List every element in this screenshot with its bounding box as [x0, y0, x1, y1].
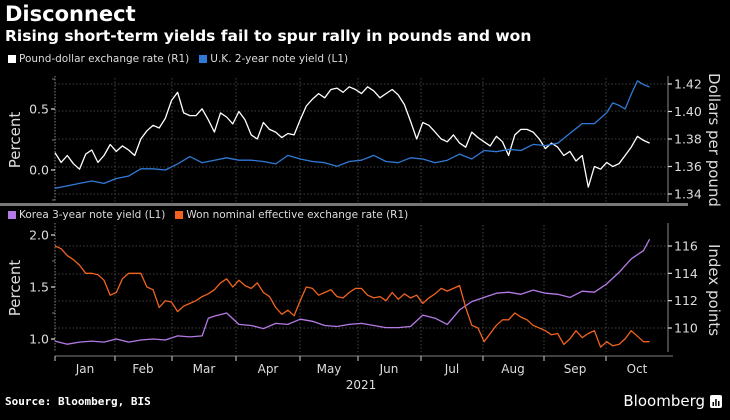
left-tick-label: 1.0: [29, 332, 49, 347]
left-tick-label: 0.0: [29, 163, 49, 178]
legend-swatch: [8, 55, 16, 63]
legend-item-korea-yield: Korea 3-year note yield (L1): [8, 209, 165, 221]
x-tick-label: Jul: [444, 362, 459, 376]
right-tick-label: 1.38: [674, 132, 702, 147]
bottom-legend: Korea 3-year note yield (L1) Won nominal…: [8, 209, 408, 221]
chart-subtitle: Rising short-term yields fail to spur ra…: [5, 27, 532, 45]
left-tick-label: 1.5: [29, 280, 49, 295]
bloomberg-logo-icon: [710, 394, 722, 408]
x-axis-year: 2021: [346, 378, 377, 392]
bloomberg-brand: Bloomberg: [623, 392, 722, 410]
legend-label: Pound-dollar exchange rate (R1): [19, 53, 190, 65]
panel-divider: [0, 203, 688, 206]
right-tick-label: 1.42: [674, 77, 702, 92]
right-tick-label: 112: [674, 293, 698, 308]
left-axis-title: Percent: [6, 260, 24, 317]
x-tick-label: Sep: [564, 362, 587, 376]
x-tick-label: Apr: [258, 362, 279, 376]
x-tick-label: Jun: [379, 362, 399, 376]
legend-swatch: [175, 211, 184, 219]
legend-label: Won nominal effective exchange rate (R1): [186, 209, 409, 221]
x-tick-label: Jan: [75, 362, 95, 376]
x-tick-label: Mar: [193, 362, 216, 376]
top-legend: Pound-dollar exchange rate (R1) U.K. 2-y…: [8, 53, 348, 65]
left-tick-label: 2.0: [29, 228, 49, 243]
legend-item-pound-dollar: Pound-dollar exchange rate (R1): [8, 53, 189, 65]
x-axis: Jan Feb Mar Apr May Jun Jul Aug Sep Oct 2021: [54, 355, 673, 392]
left-axis-title: Percent: [6, 112, 24, 169]
x-tick-label: Aug: [501, 362, 524, 376]
series-line-pound-dollar-exchange-rate-r1: [54, 86, 650, 188]
left-tick-label: 0.5: [29, 102, 49, 117]
right-axis-title: Dollars per pound: [705, 73, 723, 207]
top-panel: 0.0 0.5 1.34 1.36 1.38 1.40 1.42 Percent Dollars…: [0, 73, 723, 207]
right-tick-label: 1.34: [674, 187, 702, 202]
right-tick-label: 110: [674, 321, 698, 336]
x-tick-label: Oct: [627, 362, 648, 376]
series-line-won-nominal-effective-exchange-rate-r1: [54, 245, 650, 348]
legend-label: Korea 3-year note yield (L1): [19, 209, 166, 221]
legend-swatch: [8, 211, 16, 219]
right-tick-label: 116: [674, 239, 698, 254]
x-tick-label: May: [317, 362, 342, 376]
x-tick-label: Feb: [132, 362, 153, 376]
legend-item-uk-yield: U.K. 2-year note yield (L1): [199, 53, 348, 65]
right-tick-label: 1.36: [674, 159, 702, 174]
series-line-u-k-2-year-note-yield-l1: [54, 80, 650, 189]
legend-item-won-rate: Won nominal effective exchange rate (R1): [175, 209, 408, 221]
bottom-panel: 1.0 1.5 2.0 110 112 114 116 Percent Index points: [6, 223, 723, 352]
right-tick-label: 114: [674, 266, 698, 281]
right-tick-label: 1.40: [674, 104, 702, 119]
brand-name: Bloomberg: [623, 392, 705, 410]
chart-title: Disconnect: [5, 2, 136, 26]
legend-label: U.K. 2-year note yield (L1): [210, 53, 349, 65]
legend-swatch: [199, 55, 208, 63]
series-line-korea-3-year-note-yield-l1: [54, 238, 651, 345]
source-note: Source: Bloomberg, BIS: [5, 395, 151, 408]
right-axis-title: Index points: [705, 244, 723, 336]
